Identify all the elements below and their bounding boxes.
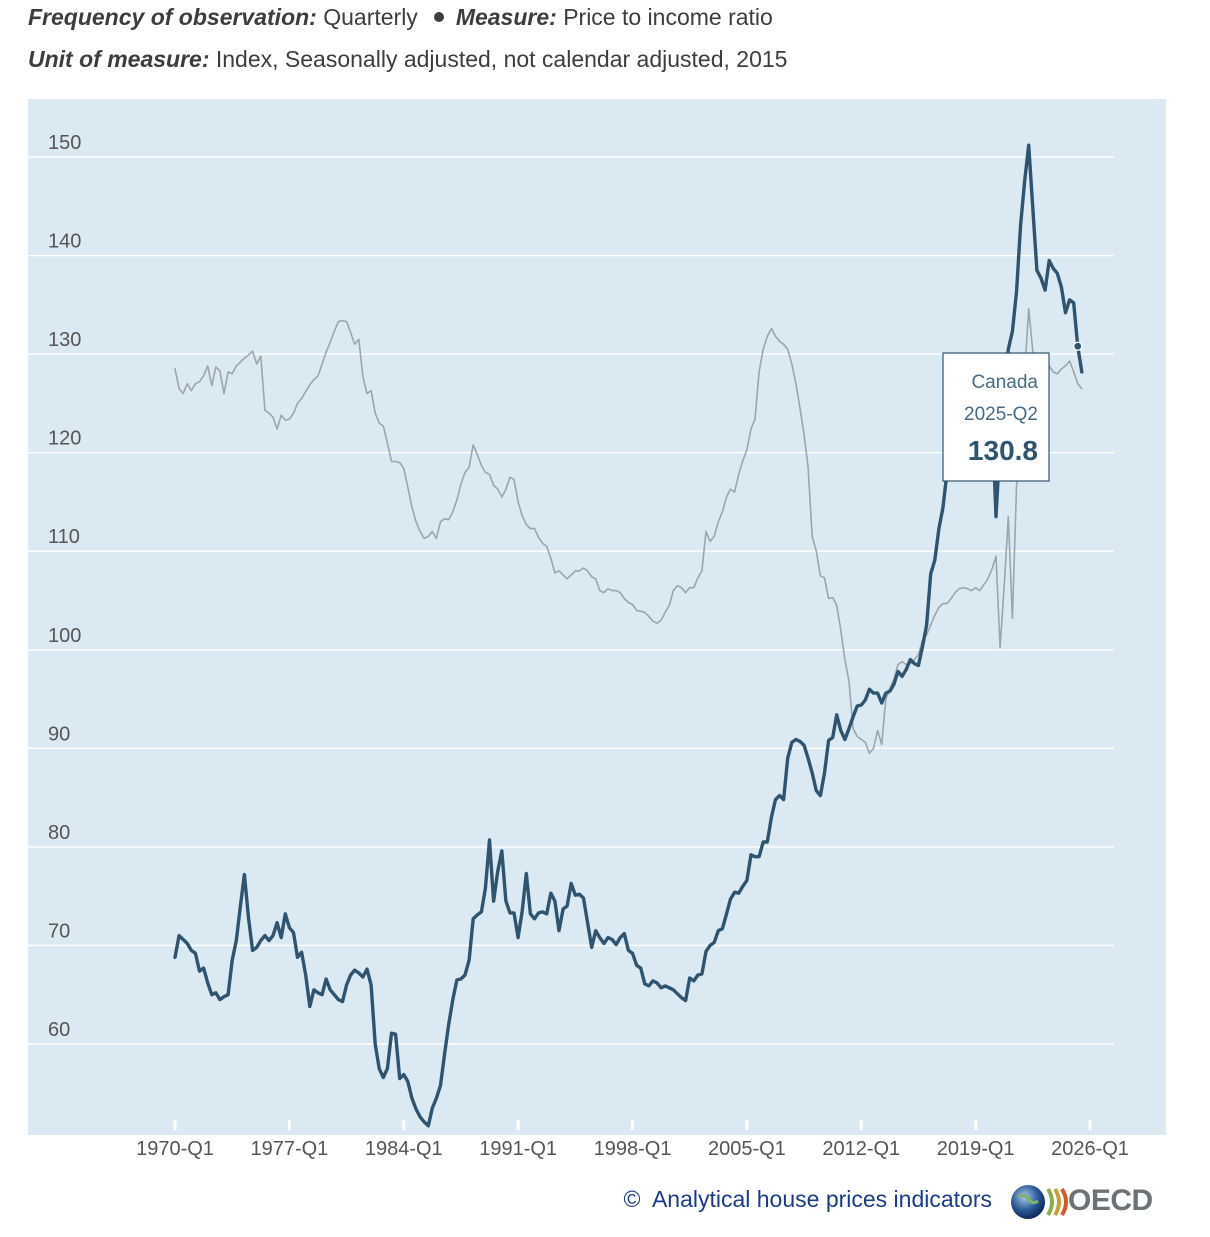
separator-dot-icon xyxy=(433,12,444,23)
x-axis: 1970-Q1 1977-Q1 1984-Q1 1991-Q1 1998-Q1 2005-… xyxy=(136,1120,1129,1160)
y-tick-label-120: 120 xyxy=(48,428,81,450)
oecd-globe-icon xyxy=(1011,1185,1068,1219)
tooltip: Canada 2025-Q2 130.8 xyxy=(942,352,1050,482)
highlighted-point[interactable] xyxy=(1073,341,1083,351)
frequency-value: Quarterly xyxy=(323,4,418,30)
oecd-brand: OECD xyxy=(1068,1184,1153,1217)
y-tick-label-100: 100 xyxy=(48,625,81,647)
x-tick-label-8: 2026-Q1 xyxy=(1051,1138,1129,1160)
source-footer: © Analytical house prices indicators xyxy=(623,1186,992,1213)
y-tick-label-150: 150 xyxy=(48,132,81,154)
x-tick-label-4: 1998-Q1 xyxy=(594,1138,672,1160)
x-tick-label-2: 1984-Q1 xyxy=(365,1138,443,1160)
copyright-icon: © xyxy=(623,1186,641,1212)
y-tick-label-130: 130 xyxy=(48,329,81,351)
tooltip-period: 2025-Q2 xyxy=(964,404,1038,425)
x-tick-label-6: 2012-Q1 xyxy=(822,1138,900,1160)
y-tick-label-90: 90 xyxy=(48,723,70,745)
series-line-canada[interactable] xyxy=(173,143,1084,1128)
x-tick-label-0: 1970-Q1 xyxy=(136,1138,214,1160)
y-tick-label-80: 80 xyxy=(48,822,70,844)
x-tick-label-7: 2019-Q1 xyxy=(937,1138,1015,1160)
x-tick-label-5: 2005-Q1 xyxy=(708,1138,786,1160)
tooltip-value: 130.8 xyxy=(968,435,1038,466)
series-layer[interactable] xyxy=(173,143,1084,1128)
plot-background xyxy=(28,99,1166,1135)
source-link[interactable]: Analytical house prices indicators xyxy=(651,1186,992,1212)
grid-lines xyxy=(28,156,1114,1045)
y-tick-label-140: 140 xyxy=(48,231,81,253)
measure-label: Measure: xyxy=(455,4,557,30)
x-tick-label-3: 1991-Q1 xyxy=(479,1138,557,1160)
tooltip-box xyxy=(942,352,1050,482)
y-tick-label-70: 70 xyxy=(48,920,70,942)
x-tick-label-1: 1977-Q1 xyxy=(250,1138,328,1160)
series-line-oecd-comparison[interactable] xyxy=(174,308,1083,755)
y-tick-label-110: 110 xyxy=(48,526,80,548)
header-unit: Unit of measure: Index, Seasonally adjus… xyxy=(28,46,787,73)
measure-value: Price to income ratio xyxy=(563,4,773,30)
y-tick-label-60: 60 xyxy=(48,1019,70,1041)
frequency-label: Frequency of observation: xyxy=(28,4,317,30)
tooltip-country: Canada xyxy=(971,372,1038,393)
y-axis: 60 70 80 90 100 110 120 130 140 150 xyxy=(48,132,81,1041)
unit-value: Index, Seasonally adjusted, not calendar… xyxy=(215,46,788,72)
header-frequency-measure: Frequency of observation: Quarterly Measu… xyxy=(28,4,773,31)
unit-label: Unit of measure: xyxy=(28,46,210,72)
